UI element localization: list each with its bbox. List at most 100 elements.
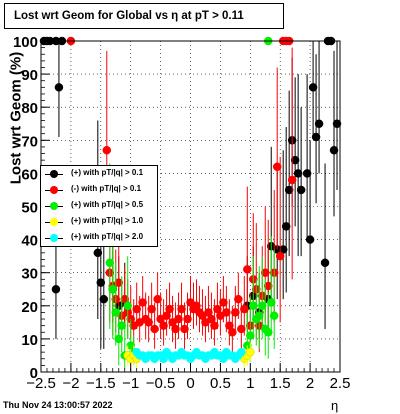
x-tick-label: −2.5 xyxy=(26,375,56,392)
data-point xyxy=(290,155,300,165)
y-tick-label: 40 xyxy=(21,233,38,250)
data-point xyxy=(159,321,168,330)
data-point xyxy=(258,301,267,311)
x-tick-label: 0.5 xyxy=(210,375,231,392)
legend-marker xyxy=(50,186,58,194)
data-point xyxy=(108,285,118,294)
legend-label: (-) with pT/|q| > 0.1 xyxy=(71,184,142,193)
data-point xyxy=(174,314,183,324)
y-tick-label: 10 xyxy=(21,332,38,349)
data-point xyxy=(237,324,246,334)
data-point xyxy=(302,169,312,178)
y-tick-label: 0 xyxy=(30,365,38,382)
tick-layer: −2.5 −2 −1.5 −1 −0.5 0 0.5 1 1.5 2 2.5 0 10 20 30 40 50 6… xyxy=(13,34,350,392)
y-axis-label: Lost wrt Geom (%) xyxy=(7,51,25,185)
data-point xyxy=(150,324,159,334)
data-point xyxy=(102,145,112,155)
data-point xyxy=(219,298,228,307)
data-point xyxy=(93,248,103,258)
data-point xyxy=(105,258,115,268)
data-point xyxy=(275,251,285,261)
data-point xyxy=(311,132,321,142)
data-point xyxy=(284,185,294,195)
data-point xyxy=(183,314,192,324)
legend-label: (+) with pT/|q| > 0.1 xyxy=(71,168,144,177)
data-point xyxy=(153,294,162,304)
data-point xyxy=(231,308,240,317)
x-tick-label: 1 xyxy=(246,375,254,392)
y-tick-label: 60 xyxy=(21,166,38,183)
x-tick-label: −1.5 xyxy=(86,375,116,392)
data-point xyxy=(96,278,106,287)
data-point xyxy=(320,258,330,268)
data-point xyxy=(54,83,64,92)
data-point xyxy=(147,304,156,314)
data-point xyxy=(99,294,109,304)
data-point xyxy=(261,268,270,277)
data-point xyxy=(246,331,255,340)
y-tick-label: 30 xyxy=(21,266,38,283)
legend-label: (+) with pT/|q| > 0.5 xyxy=(71,200,144,209)
data-point xyxy=(132,304,141,314)
data-point xyxy=(123,301,132,311)
legend-entry: (+) with pT/|q| > 0.1 xyxy=(41,167,157,183)
y-tick-label: 90 xyxy=(21,67,38,84)
data-point xyxy=(266,298,276,307)
data-point xyxy=(144,318,153,327)
legend-marker xyxy=(50,170,58,178)
data-point xyxy=(222,308,231,317)
data-point xyxy=(177,304,186,314)
data-point xyxy=(114,334,123,344)
data-point xyxy=(165,304,174,314)
data-point xyxy=(234,294,243,304)
legend-marker xyxy=(50,234,58,242)
data-point xyxy=(263,281,273,291)
data-point xyxy=(249,301,258,311)
y-tick-label: 20 xyxy=(21,299,38,316)
x-tick-label: 2 xyxy=(306,375,314,392)
x-tick-label: −0.5 xyxy=(146,375,176,392)
x-axis-label: η xyxy=(331,398,339,413)
data-point xyxy=(180,324,189,334)
x-tick-label: 2.5 xyxy=(330,375,351,392)
x-tick-label: 0 xyxy=(186,375,194,392)
x-tick-label: −2 xyxy=(62,375,79,392)
legend-entry: (+) with pT/|q| > 0.5 xyxy=(41,199,157,215)
data-point xyxy=(210,321,219,330)
legend-entry: (-) with pT/|q| > 0.1 xyxy=(41,183,157,199)
data-point xyxy=(263,328,273,337)
legend: (+) with pT/|q| > 0.1 (-) with pT/|q| > … xyxy=(40,165,158,247)
legend-label: (+) with pT/|q| > 2.0 xyxy=(71,232,144,241)
y-tick-label: 50 xyxy=(21,200,38,217)
data-point xyxy=(332,119,342,128)
timestamp: Thu Nov 24 13:00:57 2022 xyxy=(3,400,113,410)
data-point xyxy=(287,175,297,185)
data-point xyxy=(272,162,282,172)
y-tick-label: 100 xyxy=(13,34,38,51)
data-point xyxy=(228,328,237,337)
data-point xyxy=(329,145,339,155)
chart-title: Lost wrt Geom for Global vs η at pT > 0.… xyxy=(4,3,284,29)
x-tick-label: −1 xyxy=(122,375,139,392)
data-point xyxy=(117,321,126,330)
data-point xyxy=(305,235,315,244)
data-point xyxy=(281,222,291,231)
data-point xyxy=(240,304,249,314)
legend-entry: (+) with pT/|q| > 2.0 xyxy=(41,231,157,247)
data-point xyxy=(296,185,306,195)
data-point xyxy=(293,169,303,178)
x-tick-label: 1.5 xyxy=(270,375,291,392)
data-point xyxy=(111,308,120,317)
legend-entry: (+) with pT/|q| > 1.0 xyxy=(41,215,157,231)
data-point xyxy=(314,119,324,128)
y-tick-label: 70 xyxy=(21,133,38,150)
data-point xyxy=(237,347,246,357)
y-tick-label: 80 xyxy=(21,100,38,117)
data-point xyxy=(51,285,61,294)
data-point xyxy=(246,347,255,357)
data-point xyxy=(269,311,279,320)
data-point xyxy=(243,265,252,274)
data-point xyxy=(308,83,318,92)
legend-marker xyxy=(50,218,58,226)
data-point xyxy=(138,298,147,307)
